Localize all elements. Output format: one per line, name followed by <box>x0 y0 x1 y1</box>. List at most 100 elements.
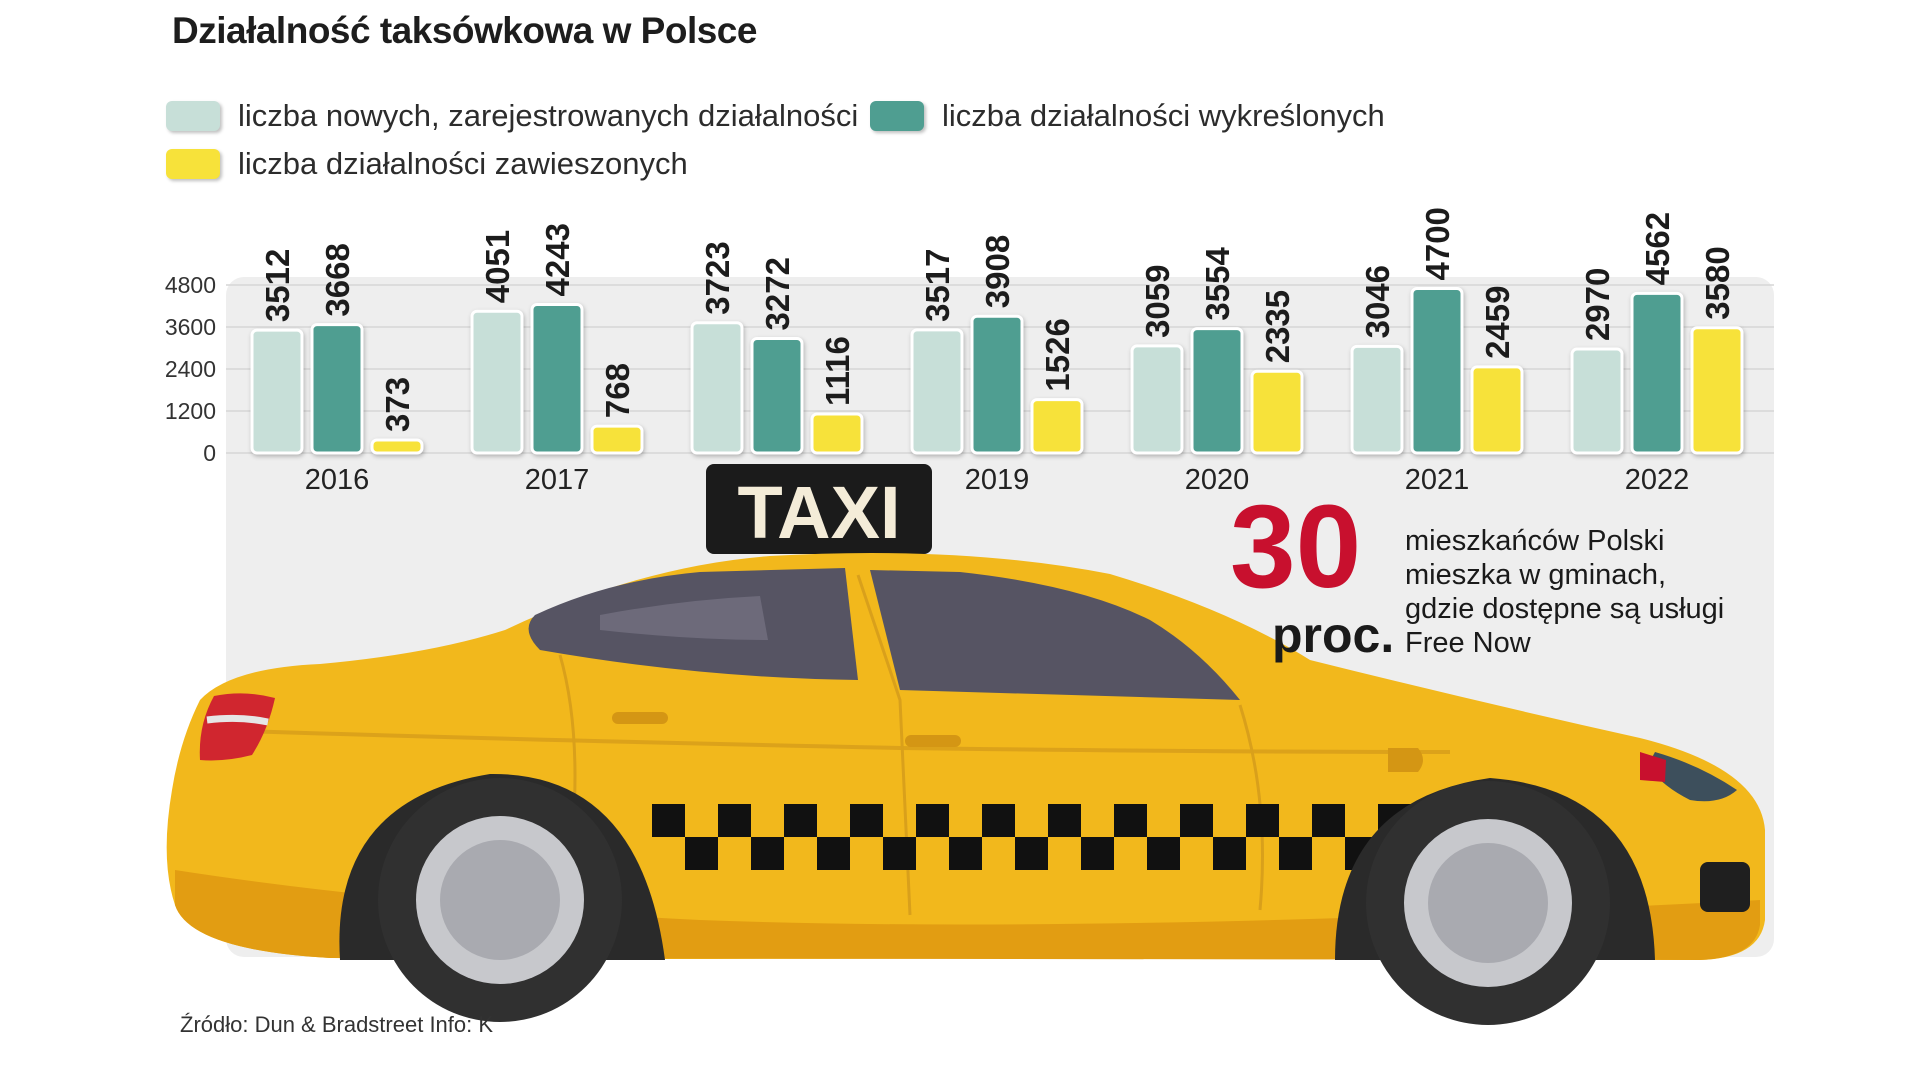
bar-value-label: 1526 <box>1039 318 1076 391</box>
bar <box>1030 398 1084 455</box>
car-crease-line <box>209 728 1451 754</box>
y-tick-label: 1200 <box>165 398 216 424</box>
x-category-label: 2022 <box>1625 464 1690 496</box>
bar-value-label: 2335 <box>1259 290 1296 363</box>
car-head-light <box>1648 752 1737 802</box>
checker-square <box>949 837 982 870</box>
checker-square <box>982 804 1015 837</box>
legend-swatch-new <box>166 101 220 131</box>
bar-value-label: 3512 <box>259 249 296 322</box>
y-tick-label: 3600 <box>165 314 216 340</box>
x-category-label: 2017 <box>525 464 590 496</box>
bar <box>310 323 364 455</box>
checker-square <box>751 837 784 870</box>
bar-value-label: 2459 <box>1479 286 1516 359</box>
bar-value-label: 3059 <box>1139 265 1176 338</box>
x-category-label: 2019 <box>965 464 1030 496</box>
legend-item-suspended: liczba działalności zawieszonych <box>166 146 688 182</box>
bar-value-label: 3668 <box>319 243 356 316</box>
checker-square <box>1015 837 1048 870</box>
taxi-sign-text: TAXI <box>737 471 900 554</box>
bar <box>370 438 424 455</box>
bar-value-label: 1116 <box>819 336 856 406</box>
bar <box>470 309 524 455</box>
y-tick-label: 4800 <box>165 272 216 298</box>
car-front-grill <box>1700 862 1750 912</box>
checker-square <box>916 804 949 837</box>
car-side-mirror <box>1388 748 1423 772</box>
bar <box>810 412 864 455</box>
callout-line: gdzie dostępne są usługi <box>1405 593 1725 625</box>
x-category-label: 2021 <box>1405 464 1470 496</box>
checker-square <box>685 837 718 870</box>
bar-value-label: 4243 <box>539 223 576 296</box>
checker-square <box>652 804 685 837</box>
legend-swatch-removed <box>870 101 924 131</box>
bar <box>690 321 744 455</box>
legend-label-suspended: liczba działalności zawieszonych <box>238 146 688 181</box>
car-tail-light <box>199 693 275 761</box>
bar-value-label: 3272 <box>759 257 796 330</box>
taxi-car-illustration <box>166 552 1766 1025</box>
bar <box>1470 365 1524 455</box>
bar <box>1570 347 1624 455</box>
bar-value-label: 3723 <box>699 241 736 314</box>
bar <box>250 328 304 455</box>
bar <box>1130 344 1184 455</box>
car-rear-wheel <box>378 778 622 1022</box>
car-front-wheel <box>1366 781 1610 1025</box>
bar <box>1690 326 1744 455</box>
bar <box>1190 327 1244 455</box>
bar <box>530 302 584 455</box>
checker-square <box>817 837 850 870</box>
callout-line: mieszkańców Polski <box>1405 525 1665 557</box>
checker-square <box>1312 804 1345 837</box>
x-category-label: 2020 <box>1185 464 1250 496</box>
source-note: Źródło: Dun & Bradstreet Info: K <box>180 1012 494 1037</box>
bar-value-label: 3580 <box>1699 246 1736 319</box>
car-window-reflection <box>600 596 768 640</box>
checker-square <box>718 804 751 837</box>
callout-line: Free Now <box>1405 627 1531 659</box>
bar-value-label: 4700 <box>1419 207 1456 280</box>
checker-square <box>1279 837 1312 870</box>
callout-number: 30 <box>1230 481 1362 613</box>
callout-text: mieszkańców Polski mieszka w gminach, gd… <box>1405 524 1765 660</box>
checker-square <box>1081 837 1114 870</box>
y-tick-label: 0 <box>203 440 216 466</box>
legend-label-removed: liczba działalności wykreślonych <box>942 98 1385 133</box>
car-head-light-red <box>1640 752 1666 782</box>
checker-square <box>784 804 817 837</box>
bar <box>910 328 964 455</box>
bar <box>750 336 804 455</box>
checker-square <box>1246 804 1279 837</box>
checker-square <box>1048 804 1081 837</box>
taxi-roof-sign: TAXI <box>706 464 932 554</box>
bar <box>1350 344 1404 455</box>
checker-square <box>1147 837 1180 870</box>
bar <box>1250 369 1304 455</box>
bar-value-label: 373 <box>379 377 416 432</box>
car-front-window <box>870 570 1240 700</box>
car-tail-light-chrome <box>206 714 269 726</box>
bar-value-label: 3517 <box>919 248 956 321</box>
chart-title: Działalność taksówkowa w Polsce <box>172 10 757 51</box>
legend-swatch-suspended <box>166 149 220 179</box>
checker-square <box>883 837 916 870</box>
bar-value-label: 2970 <box>1579 268 1616 341</box>
car-door-handle <box>905 735 961 747</box>
bar <box>590 424 644 455</box>
callout-unit: proc. <box>1272 607 1395 663</box>
bar <box>1630 291 1684 455</box>
x-category-label: 2016 <box>305 464 370 496</box>
legend-item-new: liczba nowych, zarejestrowanych działaln… <box>166 98 858 134</box>
bar <box>1410 287 1464 455</box>
bar-value-label: 768 <box>599 363 636 418</box>
bar-value-label: 4562 <box>1639 212 1676 285</box>
bar-value-label: 3908 <box>979 235 1016 308</box>
checker-square <box>850 804 883 837</box>
legend-item-removed: liczba działalności wykreślonych <box>870 98 1385 134</box>
checker-square <box>1114 804 1147 837</box>
